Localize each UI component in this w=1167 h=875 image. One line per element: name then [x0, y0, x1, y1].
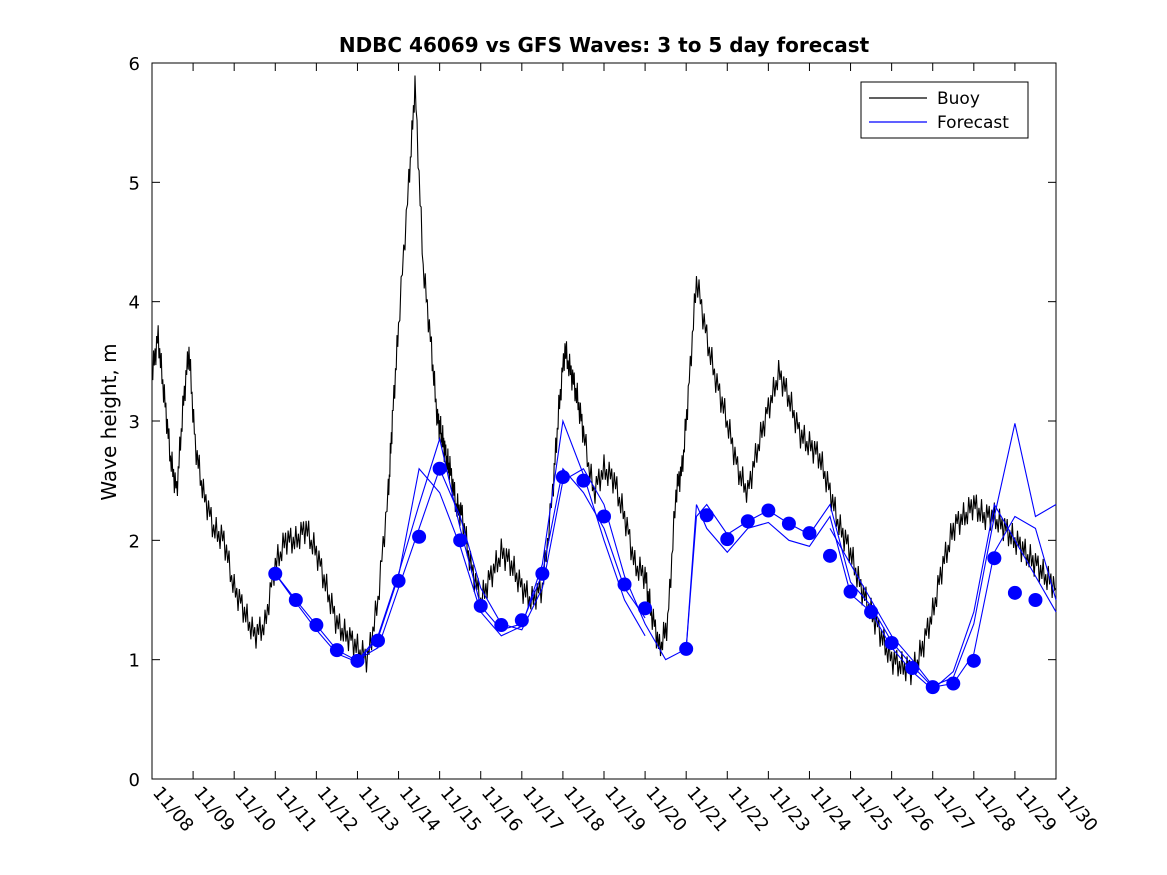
chart-title: NDBC 46069 vs GFS Waves: 3 to 5 day fore… — [339, 33, 870, 57]
forecast-point — [432, 461, 447, 476]
x-tick-label: 11/19 — [600, 783, 649, 836]
x-tick-label: 11/27 — [929, 783, 978, 836]
forecast-point — [864, 604, 879, 619]
forecast-point — [781, 516, 796, 531]
y-tick-label: 0 — [129, 770, 140, 791]
forecast-point — [679, 641, 694, 656]
forecast-point — [555, 470, 570, 485]
forecast-point — [309, 618, 324, 633]
x-tick-label: 11/18 — [559, 783, 608, 836]
forecast-point — [494, 618, 509, 633]
x-tick-label: 11/16 — [477, 783, 526, 836]
x-tick-label: 11/15 — [436, 783, 485, 836]
x-tick-label: 11/24 — [806, 783, 855, 836]
forecast-point — [638, 601, 653, 616]
axes-box — [151, 62, 1057, 780]
forecast-point — [905, 661, 920, 676]
forecast-point — [371, 633, 385, 648]
y-tick-label: 4 — [129, 293, 140, 314]
forecast-point — [720, 532, 735, 547]
x-tick-label: 11/26 — [888, 783, 937, 836]
forecast-point — [1028, 593, 1043, 607]
forecast-run-line — [685, 502, 1057, 691]
forecast-point — [925, 680, 940, 695]
forecast-point — [514, 613, 529, 628]
x-tick-label: 11/21 — [682, 783, 731, 836]
x-tick-label: 11/09 — [189, 783, 238, 836]
legend-buoy-label: Buoy — [937, 89, 980, 109]
forecast-point — [617, 577, 632, 592]
x-tick-label: 11/11 — [271, 783, 320, 836]
forecast-point — [843, 584, 858, 599]
forecast-point — [987, 551, 1002, 566]
forecast-point — [350, 653, 365, 668]
x-tick-label: 11/08 — [148, 783, 197, 836]
x-tick-label: 11/28 — [970, 783, 1019, 836]
y-tick-label: 2 — [129, 531, 140, 552]
x-tick-label: 11/22 — [723, 783, 772, 836]
forecast-point — [288, 593, 303, 607]
x-tick-label: 11/23 — [765, 783, 814, 836]
legend-box — [860, 81, 1029, 139]
forecast-point — [823, 548, 837, 563]
forecast-point — [699, 508, 714, 523]
x-tick-label: 11/12 — [313, 783, 362, 836]
y-tick-label: 6 — [129, 54, 140, 75]
y-tick-label: 5 — [129, 173, 140, 194]
legend: Buoy Forecast — [860, 81, 1029, 139]
forecast-point — [412, 529, 427, 544]
forecast-run-line — [829, 423, 1057, 687]
x-tick-label: 11/17 — [518, 783, 567, 836]
x-tick-label: 11/25 — [847, 783, 896, 836]
x-tick-label: 11/29 — [1011, 783, 1060, 836]
x-tick-label: 11/14 — [395, 783, 444, 836]
x-tick-label: 11/30 — [1052, 783, 1101, 836]
plot-area: 012345611/0811/0911/1011/1111/1211/1311/… — [129, 54, 1102, 836]
forecast-point — [1007, 585, 1022, 600]
forecast-point — [802, 526, 817, 541]
forecast-point — [576, 473, 591, 488]
forecast-point — [966, 653, 981, 668]
forecast-point — [535, 566, 550, 581]
forecast-run-line — [685, 503, 1057, 688]
buoy-line — [151, 75, 1057, 686]
forecast-point — [473, 598, 488, 613]
y-tick-label: 3 — [129, 412, 140, 433]
x-tick-label: 11/13 — [354, 783, 403, 836]
forecast-run-line — [357, 467, 687, 661]
forecast-point — [453, 533, 468, 548]
y-axis-label: Wave height, m — [97, 343, 121, 500]
x-tick-label: 11/10 — [230, 783, 279, 836]
forecast-point — [391, 573, 406, 588]
forecast-point — [597, 509, 611, 524]
forecast-point — [946, 676, 961, 691]
x-tick-label: 11/20 — [641, 783, 690, 836]
y-tick-label: 1 — [129, 651, 140, 672]
forecast-point — [761, 503, 776, 518]
legend-forecast-label: Forecast — [937, 113, 1009, 133]
forecast-point — [268, 566, 283, 581]
forecast-point — [740, 514, 755, 529]
forecast-point — [329, 643, 344, 658]
forecast-point — [884, 635, 899, 650]
